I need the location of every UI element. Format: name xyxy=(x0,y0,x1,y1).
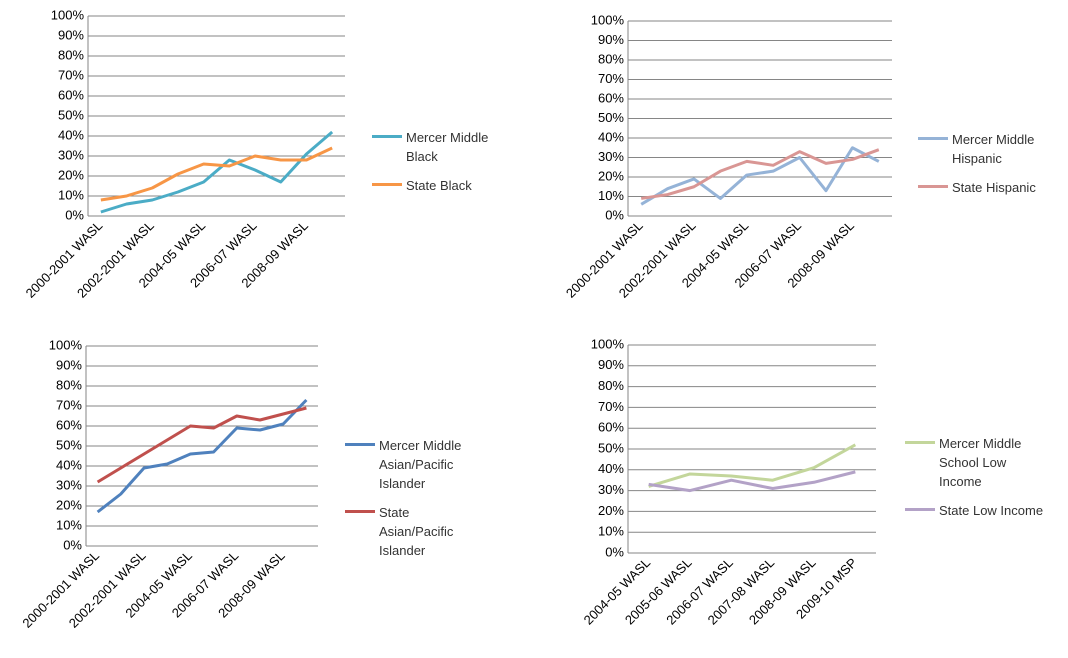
legend-label: State Hispanic xyxy=(952,180,1036,195)
data-line xyxy=(96,406,307,484)
legend: Mercer Middle Asian/Pacific Islander Stat… xyxy=(345,436,484,570)
y-tick-label: 60% xyxy=(598,420,624,435)
legend-item: State Low Income xyxy=(905,501,1044,520)
y-tick-label: 0% xyxy=(605,544,624,559)
y-tick-label: 100% xyxy=(49,337,83,352)
y-tick-label: 90% xyxy=(58,27,84,42)
y-tick-label: 70% xyxy=(58,67,84,82)
legend-label: State Black xyxy=(406,178,472,193)
y-tick-label: 10% xyxy=(58,187,84,202)
data-line xyxy=(640,146,880,206)
data-line xyxy=(648,443,857,488)
data-line xyxy=(648,470,856,493)
y-tick-label: 70% xyxy=(598,71,624,86)
y-tick-label: 80% xyxy=(598,51,624,66)
legend-label: State Asian/Pacific Islander xyxy=(379,505,454,558)
legend-item: Mercer Middle Asian/Pacific Islander xyxy=(345,436,484,493)
y-tick-label: 50% xyxy=(598,110,624,125)
y-tick-label: 60% xyxy=(598,90,624,105)
y-tick-label: 10% xyxy=(56,517,82,532)
y-tick-label: 90% xyxy=(598,32,624,47)
y-tick-label: 80% xyxy=(56,377,82,392)
data-line xyxy=(100,146,333,202)
y-tick-label: 100% xyxy=(591,12,625,27)
legend-item: Mercer Middle Hispanic xyxy=(918,130,1057,168)
legend-swatch xyxy=(905,508,935,511)
y-tick-label: 0% xyxy=(605,207,624,222)
y-tick-label: 30% xyxy=(58,147,84,162)
legend-swatch xyxy=(372,135,402,138)
legend-swatch xyxy=(345,443,375,446)
legend-item: Mercer Middle Black xyxy=(372,128,511,166)
y-tick-label: 0% xyxy=(65,207,84,222)
y-tick-label: 90% xyxy=(598,357,624,372)
y-tick-label: 40% xyxy=(598,461,624,476)
legend-swatch xyxy=(905,441,935,444)
y-tick-label: 50% xyxy=(58,107,84,122)
legend-item: State Asian/Pacific Islander xyxy=(345,503,484,560)
y-tick-label: 20% xyxy=(56,497,82,512)
y-tick-label: 90% xyxy=(56,357,82,372)
legend-label: Mercer Middle Asian/Pacific Islander xyxy=(379,438,462,491)
data-line xyxy=(100,130,334,214)
legend-label: Mercer Middle Hispanic xyxy=(952,132,1035,166)
legend-swatch xyxy=(918,185,948,188)
y-tick-label: 60% xyxy=(58,87,84,102)
y-tick-label: 80% xyxy=(598,378,624,393)
y-tick-label: 20% xyxy=(598,503,624,518)
legend-label: Mercer Middle School Low Income xyxy=(939,436,1022,489)
y-tick-label: 50% xyxy=(598,440,624,455)
y-tick-label: 80% xyxy=(58,47,84,62)
data-line xyxy=(640,148,880,200)
y-tick-label: 70% xyxy=(598,399,624,414)
legend: Mercer Middle School Low Income State Low… xyxy=(905,434,1044,530)
y-tick-label: 50% xyxy=(56,437,82,452)
y-tick-label: 100% xyxy=(591,336,625,351)
y-tick-label: 10% xyxy=(598,188,624,203)
y-tick-label: 30% xyxy=(598,482,624,497)
legend-item: Mercer Middle School Low Income xyxy=(905,434,1044,491)
x-tick-label: 2000-2001 WASL xyxy=(19,548,102,631)
y-tick-label: 70% xyxy=(56,397,82,412)
legend-swatch xyxy=(345,510,375,513)
y-tick-label: 10% xyxy=(598,524,624,539)
data-line xyxy=(96,398,308,514)
legend: Mercer Middle Hispanic State Hispanic xyxy=(918,130,1057,207)
y-tick-label: 20% xyxy=(598,168,624,183)
y-tick-label: 0% xyxy=(63,537,82,552)
legend-label: State Low Income xyxy=(939,503,1044,518)
legend-item: State Hispanic xyxy=(918,178,1057,197)
y-tick-label: 40% xyxy=(598,129,624,144)
legend-swatch xyxy=(372,183,402,186)
legend-swatch xyxy=(918,137,948,140)
y-tick-label: 20% xyxy=(58,167,84,182)
legend: Mercer Middle Black State Black xyxy=(372,128,511,205)
legend-label: Mercer Middle Black xyxy=(406,130,489,164)
y-tick-label: 60% xyxy=(56,417,82,432)
legend-item: State Black xyxy=(372,176,511,195)
y-tick-label: 40% xyxy=(58,127,84,142)
y-tick-label: 30% xyxy=(598,149,624,164)
y-tick-label: 40% xyxy=(56,457,82,472)
y-tick-label: 100% xyxy=(51,7,85,22)
y-tick-label: 30% xyxy=(56,477,82,492)
